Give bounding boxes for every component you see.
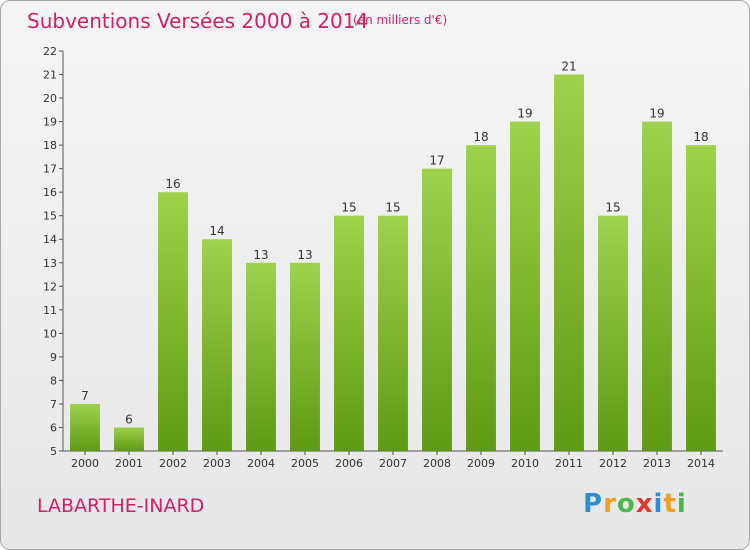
data-label: 16: [165, 177, 180, 191]
data-label: 19: [649, 107, 664, 121]
y-tick-label: 14: [43, 233, 57, 246]
y-tick-label: 15: [43, 210, 57, 223]
bar: [422, 168, 452, 451]
brand-letter: o: [616, 489, 636, 519]
chart-title: Subventions Versées 2000 à 2014: [27, 9, 369, 33]
data-label: 17: [429, 154, 444, 168]
x-tick-label: 2008: [423, 457, 451, 470]
y-tick-label: 13: [43, 257, 57, 270]
brand-letter: P: [583, 489, 604, 519]
y-tick-label: 12: [43, 280, 57, 293]
data-label: 6: [125, 412, 133, 426]
data-label: 15: [341, 201, 356, 215]
y-tick-label: 10: [43, 327, 57, 340]
bar: [554, 74, 584, 451]
x-tick-label: 2004: [247, 457, 275, 470]
y-tick-label: 18: [43, 139, 57, 152]
brand-letter: x: [635, 489, 654, 519]
y-tick-label: 6: [50, 421, 57, 434]
y-tick-label: 9: [50, 351, 57, 364]
proxiti-logo: Proxiti: [583, 489, 687, 519]
x-tick-label: 2009: [467, 457, 495, 470]
bar: [114, 427, 144, 451]
y-tick-label: 7: [50, 398, 57, 411]
bar: [246, 262, 276, 451]
brand-letter: i: [653, 489, 664, 519]
bar: [466, 145, 496, 451]
x-tick-label: 2014: [687, 457, 715, 470]
x-tick-label: 2010: [511, 457, 539, 470]
y-tick-label: 21: [43, 69, 57, 82]
x-tick-label: 2006: [335, 457, 363, 470]
x-tick-label: 2011: [555, 457, 583, 470]
x-tick-label: 2000: [71, 457, 99, 470]
x-tick-label: 2003: [203, 457, 231, 470]
data-label: 18: [693, 130, 708, 144]
y-tick-label: 11: [43, 304, 57, 317]
bar: [202, 239, 232, 451]
bar: [70, 403, 100, 451]
brand-letter: i: [676, 489, 687, 519]
y-tick-label: 17: [43, 163, 57, 176]
bar: [510, 121, 540, 452]
data-label: 19: [517, 107, 532, 121]
y-tick-label: 5: [50, 445, 57, 458]
brand-letter: t: [663, 489, 677, 519]
bar: [378, 215, 408, 451]
bar: [598, 215, 628, 451]
y-tick-label: 22: [43, 45, 57, 58]
data-label: 18: [473, 130, 488, 144]
y-tick-label: 20: [43, 92, 57, 105]
data-label: 7: [81, 389, 89, 403]
commune-name: LABARTHE-INARD: [37, 495, 205, 517]
y-tick-label: 19: [43, 116, 57, 129]
data-label: 13: [297, 248, 312, 262]
bar: [290, 262, 320, 451]
x-tick-label: 2005: [291, 457, 319, 470]
chart-subtitle: (en milliers d'€): [353, 13, 448, 27]
brand-letter: r: [603, 489, 617, 519]
y-tick-label: 16: [43, 186, 57, 199]
x-tick-label: 2001: [115, 457, 143, 470]
bar: [686, 145, 716, 451]
data-label: 21: [561, 60, 576, 74]
x-tick-label: 2007: [379, 457, 407, 470]
data-label: 13: [253, 248, 268, 262]
data-label: 15: [385, 201, 400, 215]
bar: [158, 192, 188, 452]
x-tick-label: 2013: [643, 457, 671, 470]
data-label: 15: [605, 201, 620, 215]
y-tick-label: 8: [50, 374, 57, 387]
x-tick-label: 2002: [159, 457, 187, 470]
bar: [334, 215, 364, 451]
data-label: 14: [209, 224, 224, 238]
x-tick-label: 2012: [599, 457, 627, 470]
bar: [642, 121, 672, 452]
